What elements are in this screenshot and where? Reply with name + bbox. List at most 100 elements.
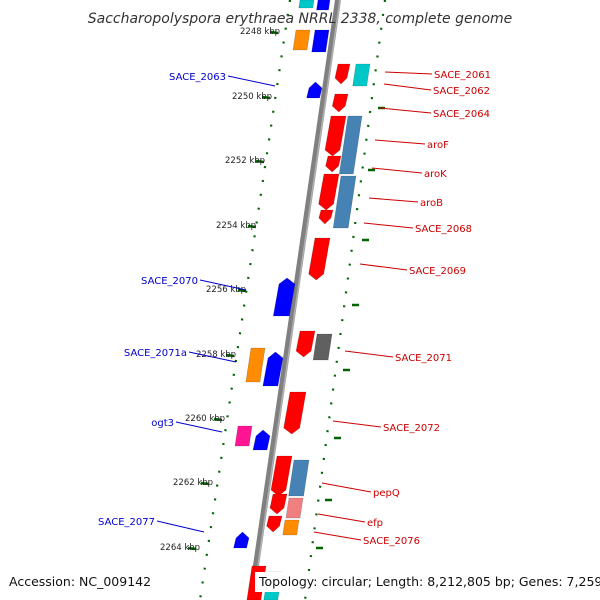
tick-label-2258: 2258 kbp bbox=[196, 350, 236, 360]
gene-label-sace-2077: SACE_2077 bbox=[98, 517, 155, 528]
tick-mark bbox=[247, 224, 257, 229]
gene-label-sace-2071a: SACE_2071a bbox=[124, 348, 187, 359]
leader-sace-2077 bbox=[156, 520, 205, 533]
tick-mark bbox=[200, 481, 210, 486]
leader-sace-2063 bbox=[227, 75, 276, 87]
gene-feature-efp-pink bbox=[285, 497, 304, 519]
tick-mark bbox=[269, 30, 279, 35]
gene-feature-ogt3-magenta bbox=[234, 425, 253, 447]
leader-sace-2071 bbox=[344, 350, 394, 358]
gene-label-sace-2070: SACE_2070 bbox=[141, 276, 198, 287]
leader-arob bbox=[368, 197, 419, 203]
gene-feature-sace-2070 bbox=[272, 277, 296, 317]
gene-label-sace-2064: SACE_2064 bbox=[433, 109, 490, 120]
gene-feature-sace-2071 bbox=[295, 330, 316, 358]
tick-label-2264: 2264 kbp bbox=[160, 543, 200, 553]
leader-efp bbox=[317, 513, 366, 523]
gene-label-sace-2062: SACE_2062 bbox=[433, 86, 490, 97]
gene-feature-arob-blue bbox=[332, 175, 357, 229]
gene-feature-arok bbox=[325, 155, 342, 173]
map-title: Saccharopolyspora erythraea NRRL 2338, c… bbox=[88, 11, 513, 27]
tick-mark bbox=[187, 546, 197, 551]
gene-feature-blue-top2 bbox=[311, 29, 330, 53]
gene-feature-pepq bbox=[270, 455, 293, 497]
gene-feature-orange-top bbox=[292, 29, 311, 51]
leader-sace-2068 bbox=[363, 222, 414, 229]
label-leader-lines bbox=[156, 71, 433, 541]
tick-mark bbox=[237, 288, 247, 293]
gene-feature-sace-2071-gray bbox=[312, 333, 333, 361]
leader-sace-2061 bbox=[384, 71, 433, 75]
guide-track-right bbox=[303, 0, 387, 600]
leader-sace-2070 bbox=[199, 279, 247, 291]
gene-label-sace-2072: SACE_2072 bbox=[383, 423, 440, 434]
tick-label-2256: 2256 kbp bbox=[206, 285, 246, 295]
gene-feature-sace-2061 bbox=[334, 63, 351, 85]
gene-label-arob: aroB bbox=[420, 198, 443, 209]
gene-feature-sace-2064 bbox=[331, 93, 349, 113]
tick-label-2262: 2262 kbp bbox=[173, 478, 213, 488]
footer-topology-bg bbox=[255, 572, 595, 592]
leader-pepq bbox=[321, 482, 372, 493]
leader-ogt3 bbox=[175, 421, 223, 433]
gene-label-sace-2069: SACE_2069 bbox=[409, 266, 466, 277]
gene-feature-arob bbox=[318, 173, 340, 211]
gene-feature-blue-top bbox=[316, 0, 331, 11]
gene-feature-sace-2076 bbox=[282, 519, 300, 536]
tick-mark bbox=[261, 95, 271, 100]
gene-feature-pepq-blue bbox=[288, 459, 310, 497]
genome-backbone-highlight bbox=[252, 0, 341, 600]
gene-feature-sace-2071a bbox=[262, 351, 284, 387]
gene-feature-sace-2077 bbox=[233, 531, 250, 549]
gene-feature-sace-2072 bbox=[283, 391, 307, 435]
gene-label-sace-2068: SACE_2068 bbox=[415, 224, 472, 235]
scale-ticks: 2248 kbp 2250 kbp 2252 kbp 2254 kbp 2256… bbox=[160, 27, 280, 553]
gene-label-sace-2061: SACE_2061 bbox=[434, 70, 491, 81]
leader-sace-2069 bbox=[359, 263, 408, 271]
tick-mark bbox=[213, 417, 223, 422]
gene-label-sace-2076: SACE_2076 bbox=[363, 536, 420, 547]
tick-label-2260: 2260 kbp bbox=[185, 414, 225, 424]
gene-feature-sace-2068 bbox=[318, 209, 334, 225]
gene-feature-ogt3 bbox=[252, 429, 271, 451]
tick-label-2252: 2252 kbp bbox=[225, 156, 265, 166]
leader-arof bbox=[374, 139, 426, 145]
gene-feature-sace-2063 bbox=[306, 81, 323, 99]
gene-feature-cyan-top bbox=[298, 0, 315, 9]
guide-track-left bbox=[198, 0, 292, 600]
gene-label-ogt3: ogt3 bbox=[151, 418, 174, 429]
gene-feature-sace-2076-red bbox=[266, 515, 283, 533]
leader-sace-2072 bbox=[332, 420, 382, 428]
gene-label-sace-2063: SACE_2063 bbox=[169, 72, 226, 83]
leader-sace-2064 bbox=[379, 107, 432, 114]
gene-label-sace-2071: SACE_2071 bbox=[395, 353, 452, 364]
leader-arok bbox=[371, 167, 423, 174]
gene-features bbox=[233, 0, 371, 600]
leader-sace-2071a bbox=[188, 351, 237, 363]
footer-accession-bg bbox=[4, 572, 154, 592]
gene-label-pepq: pepQ bbox=[373, 488, 400, 499]
gene-feature-arof bbox=[324, 115, 347, 157]
gene-feature-sace-2062 bbox=[352, 63, 371, 87]
left-gene-labels: SACE_2063 SACE_2070 SACE_2071a ogt3 SACE… bbox=[98, 72, 226, 528]
leader-sace-2076 bbox=[313, 531, 362, 541]
gene-feature-arof-blue bbox=[338, 115, 363, 175]
gene-label-efp: efp bbox=[367, 518, 383, 529]
gene-feature-sace-2069 bbox=[308, 237, 331, 281]
genome-backbone bbox=[248, 0, 341, 600]
tick-label-2248: 2248 kbp bbox=[240, 27, 280, 37]
tick-label-2250: 2250 kbp bbox=[232, 92, 272, 102]
right-gene-labels: SACE_2061 SACE_2062 SACE_2064 aroF aroK … bbox=[363, 70, 491, 547]
tick-label-2254: 2254 kbp bbox=[216, 221, 256, 231]
tick-mark bbox=[255, 159, 265, 164]
leader-sace-2062 bbox=[383, 83, 432, 91]
gene-feature-sace-2071a-orange bbox=[245, 347, 266, 383]
accession-text: Accession: NC_009142 bbox=[9, 574, 151, 589]
gene-feature-efp bbox=[269, 493, 288, 515]
tick-mark bbox=[225, 353, 235, 358]
gene-label-arok: aroK bbox=[424, 169, 447, 180]
topology-text: Topology: circular; Length: 8,212,805 bp… bbox=[258, 574, 600, 589]
gene-label-arof: aroF bbox=[427, 140, 449, 151]
